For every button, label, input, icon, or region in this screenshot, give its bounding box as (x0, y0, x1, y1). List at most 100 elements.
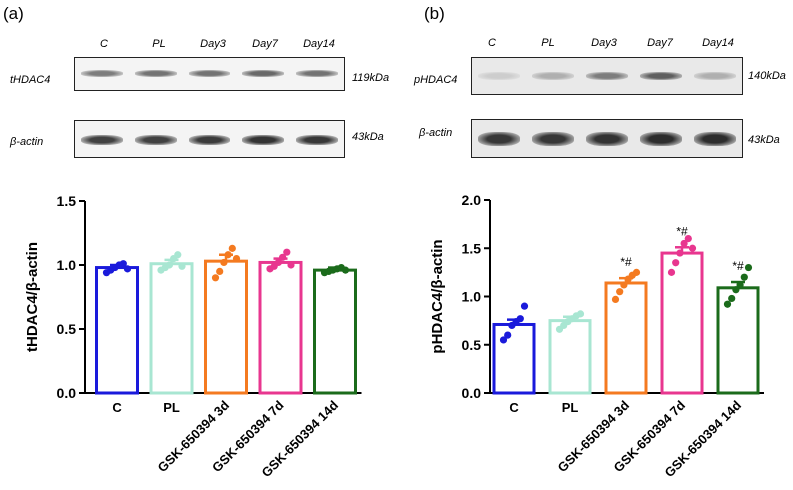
data-point (232, 255, 241, 263)
data-point (283, 248, 291, 256)
blot-band (188, 70, 231, 77)
y-tick-label: 0.5 (462, 337, 482, 353)
data-point (632, 268, 641, 276)
bar (492, 322, 536, 395)
data-point (341, 266, 350, 274)
bar (95, 266, 139, 395)
y-tick-label: 1.0 (462, 289, 482, 305)
blot-band (639, 72, 683, 80)
data-point (211, 274, 220, 282)
blot-band (531, 132, 575, 146)
blot-a-row1-membrane (74, 57, 345, 91)
blot-a-lane-c: C (100, 38, 108, 50)
data-point (680, 239, 688, 248)
panel-a-label: (a) (3, 4, 24, 23)
x-tick-label: C (509, 400, 519, 415)
blot-b-row1-size: 140kDa (748, 70, 786, 82)
blot-band (693, 72, 737, 80)
data-point (676, 249, 684, 257)
blot-band (134, 70, 177, 77)
data-point (740, 273, 748, 281)
significance-label: *# (620, 255, 632, 269)
bar (204, 259, 248, 395)
data-point (504, 331, 512, 339)
blot-b-row1-protein: pHDAC4 (414, 74, 458, 86)
data-point (224, 251, 232, 259)
blot-b-lane-pl: PL (541, 37, 555, 49)
blot-band (477, 132, 521, 146)
data-point (732, 286, 740, 294)
data-point (723, 300, 732, 308)
bar (313, 268, 357, 395)
data-point (576, 310, 585, 318)
data-point (499, 336, 508, 344)
blot-b-lane-day3: Day3 (591, 37, 617, 49)
blot-b-row2-membrane (471, 119, 743, 158)
blot-b-row2-protein: β-actin (419, 127, 453, 139)
data-point (228, 244, 236, 252)
data-point (688, 244, 697, 252)
blot-a-row1-protein: tHDAC4 (10, 74, 51, 86)
blot-band (296, 135, 339, 145)
data-point (611, 295, 620, 303)
blot-band (693, 132, 737, 146)
y-tick-label: 2.0 (462, 192, 482, 208)
data-point (736, 281, 744, 289)
bar (548, 319, 592, 395)
blot-band (134, 135, 177, 145)
blot-band (639, 132, 683, 146)
blot-band (477, 72, 521, 80)
data-point (616, 288, 624, 296)
blot-b-lane-day14: Day14 (702, 37, 734, 49)
panel-b-label: (b) (424, 4, 445, 23)
blot-a-row1-size: 119kDa (352, 72, 390, 84)
data-point (520, 302, 529, 310)
blot-a-lane-day7: Day7 (252, 38, 278, 50)
blot-band (585, 132, 629, 146)
bar (149, 262, 194, 395)
blot-b-lane-day7: Day7 (647, 37, 673, 49)
data-point (287, 261, 295, 269)
blot-band (80, 135, 123, 145)
blot-band (531, 72, 575, 80)
bar (258, 260, 303, 395)
data-point (672, 259, 680, 267)
data-point (744, 263, 753, 272)
blot-a-row2-protein: β-actin (10, 136, 44, 148)
x-tick-label: PL (562, 400, 579, 415)
blot-band (80, 70, 123, 77)
y-axis-label: pHDAC4/β-actin (429, 239, 446, 353)
data-point (516, 315, 524, 323)
data-point (684, 235, 692, 243)
y-tick-label: 1.0 (57, 257, 77, 273)
bar (660, 251, 704, 395)
y-tick-label: 0.0 (462, 385, 482, 401)
blot-band (585, 72, 629, 80)
x-tick-label: C (112, 400, 122, 415)
data-point (620, 281, 628, 289)
data-point (123, 265, 132, 273)
data-point (667, 268, 676, 276)
data-point (220, 258, 228, 267)
blot-b-lane-c: C (488, 37, 496, 49)
blot-band (296, 70, 339, 77)
blot-band (242, 135, 285, 145)
blot-b-row1-membrane (471, 57, 743, 95)
blot-band (242, 70, 285, 77)
data-point (279, 253, 287, 261)
data-point (216, 267, 224, 275)
y-tick-label: 0.0 (57, 385, 77, 401)
blot-a-row2-membrane (74, 120, 345, 158)
blot-a-lane-day3: Day3 (200, 38, 226, 50)
data-point (178, 262, 186, 270)
blot-b-row2-size: 43kDa (748, 134, 780, 146)
y-axis-label: tHDAC4/β-actin (24, 242, 41, 352)
significance-label: *# (732, 259, 744, 273)
blot-a-row2-size: 43kDa (352, 131, 384, 143)
data-point (165, 261, 173, 269)
blot-band (188, 135, 231, 145)
y-tick-label: 1.5 (462, 240, 482, 256)
y-tick-label: 0.5 (57, 321, 77, 337)
data-point (274, 258, 282, 267)
